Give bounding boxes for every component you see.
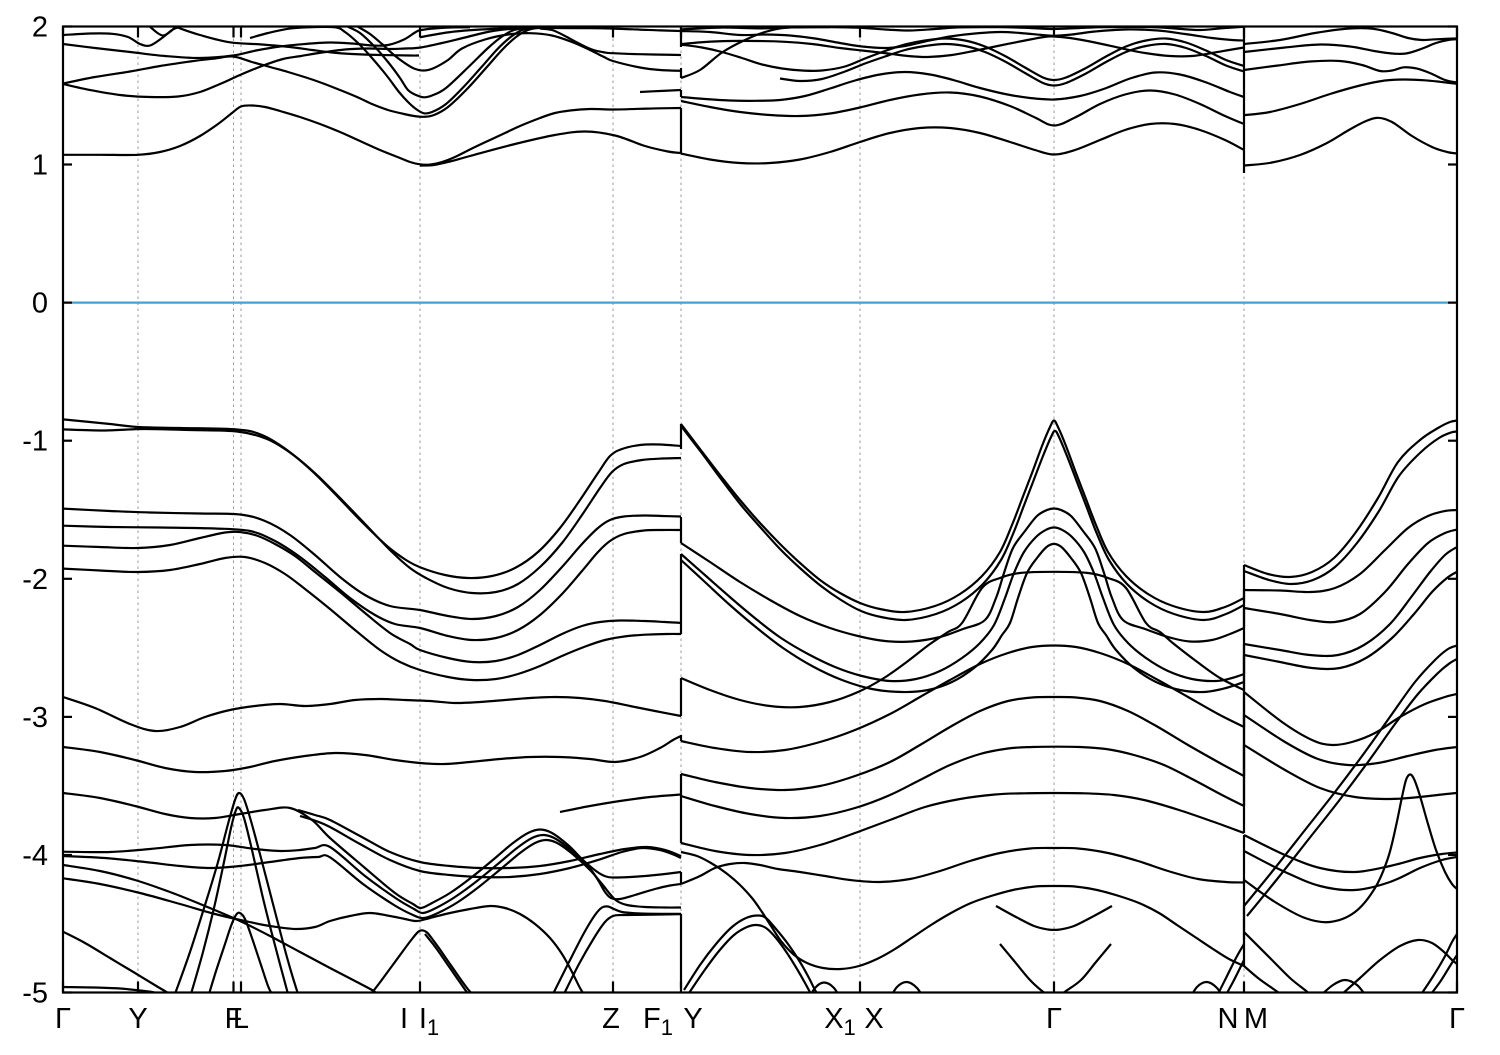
svg-text:2: 2	[32, 12, 48, 44]
svg-text:Z: Z	[602, 1003, 620, 1035]
svg-text:Γ: Γ	[1046, 1003, 1062, 1035]
svg-text:-1: -1	[22, 426, 48, 458]
svg-text:I: I	[400, 1003, 408, 1035]
svg-text:L: L	[233, 1003, 249, 1035]
svg-text:-5: -5	[22, 978, 48, 1010]
svg-text:Y: Y	[128, 1003, 147, 1035]
svg-text:0: 0	[32, 288, 48, 320]
svg-text:-3: -3	[22, 702, 48, 734]
svg-text:-4: -4	[22, 840, 48, 872]
svg-text:Y: Y	[683, 1003, 702, 1035]
svg-text:Γ: Γ	[55, 1003, 71, 1035]
svg-text:X: X	[864, 1003, 883, 1035]
svg-text:Γ: Γ	[1449, 1003, 1465, 1035]
svg-text:F: F	[225, 1003, 243, 1035]
svg-text:-2: -2	[22, 564, 48, 596]
svg-text:X1: X1	[824, 1003, 856, 1040]
svg-text:1: 1	[32, 150, 48, 182]
svg-text:N: N	[1218, 1003, 1239, 1035]
svg-text:M: M	[1244, 1003, 1268, 1035]
